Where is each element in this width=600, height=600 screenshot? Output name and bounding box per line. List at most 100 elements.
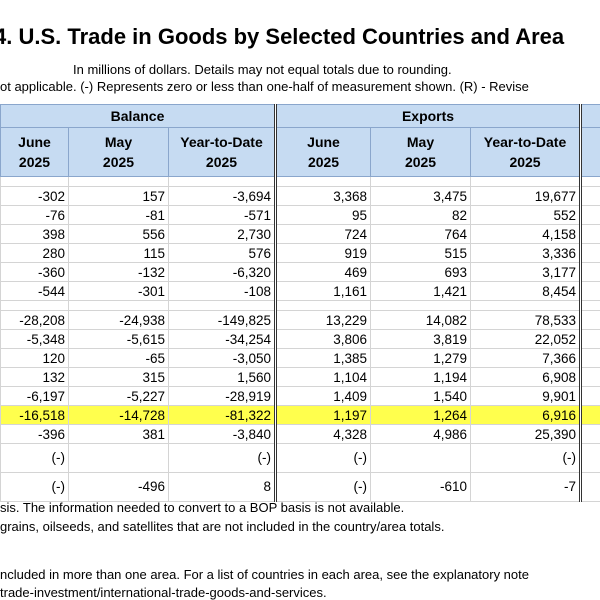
header-text: 2025 bbox=[307, 154, 340, 170]
cell: (-) bbox=[0, 472, 69, 502]
cell: 3,336 bbox=[470, 243, 583, 263]
cell: 1,409 bbox=[275, 386, 372, 406]
cell: 95 bbox=[275, 205, 372, 225]
cell bbox=[370, 176, 472, 187]
cell: -544 bbox=[0, 281, 69, 301]
cell: 8,454 bbox=[470, 281, 583, 301]
cell: 724 bbox=[275, 224, 372, 244]
cell: -108 bbox=[167, 281, 278, 301]
footnote: grains, oilseeds, and satellites that ar… bbox=[0, 519, 445, 534]
data-row: -76 -81 -571 95 82 552 bbox=[0, 205, 600, 225]
cell bbox=[580, 310, 600, 330]
cell: -5,615 bbox=[68, 329, 169, 349]
group-header: Balance bbox=[0, 104, 278, 128]
cell: 9,901 bbox=[470, 386, 583, 406]
data-row: (-) (-) (-) (-) bbox=[0, 443, 600, 473]
cell: -496 bbox=[68, 472, 169, 502]
cell: 6,916 bbox=[470, 405, 583, 425]
cell: 6,908 bbox=[470, 367, 583, 387]
cell: 2,730 bbox=[167, 224, 278, 244]
cell: 469 bbox=[275, 262, 372, 282]
cell: 1,385 bbox=[275, 348, 372, 368]
cell: (-) bbox=[275, 443, 372, 473]
cell bbox=[580, 424, 600, 444]
cell: 381 bbox=[68, 424, 169, 444]
cell: 4,158 bbox=[470, 224, 583, 244]
cell: 1,161 bbox=[275, 281, 372, 301]
column-header: Year-to-Date 2025 bbox=[167, 127, 278, 177]
cell: 1,194 bbox=[370, 367, 472, 387]
header-row: June 2025 May 2025 Year-to-Date 2025 June 2025 M… bbox=[0, 127, 600, 177]
cell bbox=[167, 300, 278, 311]
cell: 1,279 bbox=[370, 348, 472, 368]
data-row: -28,208 -24,938 -149,825 13,229 14,082 78,533 bbox=[0, 310, 600, 330]
cell: -6,197 bbox=[0, 386, 69, 406]
cell: 556 bbox=[68, 224, 169, 244]
cell: 280 bbox=[0, 243, 69, 263]
cell: -16,518 bbox=[0, 405, 69, 425]
cell: 3,819 bbox=[370, 329, 472, 349]
title: 4. U.S. Trade in Goods by Selected Count… bbox=[0, 24, 565, 49]
cell: -3,840 bbox=[167, 424, 278, 444]
cell: -360 bbox=[0, 262, 69, 282]
cell: -5,227 bbox=[68, 386, 169, 406]
header-text: 2025 bbox=[404, 154, 437, 170]
cell bbox=[580, 262, 600, 282]
data-row: 120 -65 -3,050 1,385 1,279 7,366 bbox=[0, 348, 600, 368]
subtitle: In millions of dollars. Details may not … bbox=[73, 62, 452, 77]
cell: (-) bbox=[470, 443, 583, 473]
cell: -5,348 bbox=[0, 329, 69, 349]
spacer-row bbox=[0, 300, 600, 311]
column-header: May 2025 bbox=[370, 127, 472, 177]
cell: -610 bbox=[370, 472, 472, 502]
cell bbox=[470, 176, 583, 187]
column-header: Year-to-Date 2025 bbox=[470, 127, 583, 177]
cell: 7,366 bbox=[470, 348, 583, 368]
cell bbox=[580, 205, 600, 225]
cell: 515 bbox=[370, 243, 472, 263]
cell bbox=[580, 300, 600, 311]
cell: 22,052 bbox=[470, 329, 583, 349]
cell: -14,728 bbox=[68, 405, 169, 425]
data-row: -6,197 -5,227 -28,919 1,409 1,540 9,901 bbox=[0, 386, 600, 406]
cell: -3,050 bbox=[167, 348, 278, 368]
cell bbox=[580, 386, 600, 406]
group-header: Exports bbox=[275, 104, 583, 128]
cell: 1,560 bbox=[167, 367, 278, 387]
cell: -301 bbox=[68, 281, 169, 301]
cell bbox=[580, 281, 600, 301]
header-row: Balance Exports bbox=[0, 104, 600, 128]
data-row: -360 -132 -6,320 469 693 3,177 bbox=[0, 262, 600, 282]
cell bbox=[370, 300, 472, 311]
header-text: June bbox=[18, 134, 51, 150]
cell: 1,264 bbox=[370, 405, 472, 425]
cell: 3,806 bbox=[275, 329, 372, 349]
cell bbox=[580, 224, 600, 244]
cell: 8 bbox=[167, 472, 278, 502]
cell: 1,540 bbox=[370, 386, 472, 406]
column-header: June 2025 bbox=[275, 127, 372, 177]
header-cell bbox=[580, 127, 600, 177]
column-header: June 2025 bbox=[0, 127, 69, 177]
header-text: 2025 bbox=[509, 154, 541, 170]
footnote: sis. The information needed to convert t… bbox=[0, 500, 405, 515]
footnote: trade-investment/international-trade-goo… bbox=[0, 585, 327, 600]
cell: 14,082 bbox=[370, 310, 472, 330]
cell bbox=[580, 472, 600, 502]
cell: (-) bbox=[167, 443, 278, 473]
header-text: 2025 bbox=[205, 154, 238, 170]
cell: 132 bbox=[0, 367, 69, 387]
cell bbox=[0, 176, 69, 187]
data-row: -544 -301 -108 1,161 1,421 8,454 bbox=[0, 281, 600, 301]
footnote: ncluded in more than one area. For a lis… bbox=[0, 567, 529, 582]
spacer-row bbox=[0, 176, 600, 187]
cell: -396 bbox=[0, 424, 69, 444]
cell: -76 bbox=[0, 205, 69, 225]
cell: 1,197 bbox=[275, 405, 372, 425]
cell: 576 bbox=[167, 243, 278, 263]
cell: 4,328 bbox=[275, 424, 372, 444]
data-row: -16,518 -14,728 -81,322 1,197 1,264 6,916 bbox=[0, 405, 600, 425]
header-text: Year-to-Date bbox=[180, 134, 263, 150]
cell: 3,177 bbox=[470, 262, 583, 282]
cell: -28,919 bbox=[167, 386, 278, 406]
